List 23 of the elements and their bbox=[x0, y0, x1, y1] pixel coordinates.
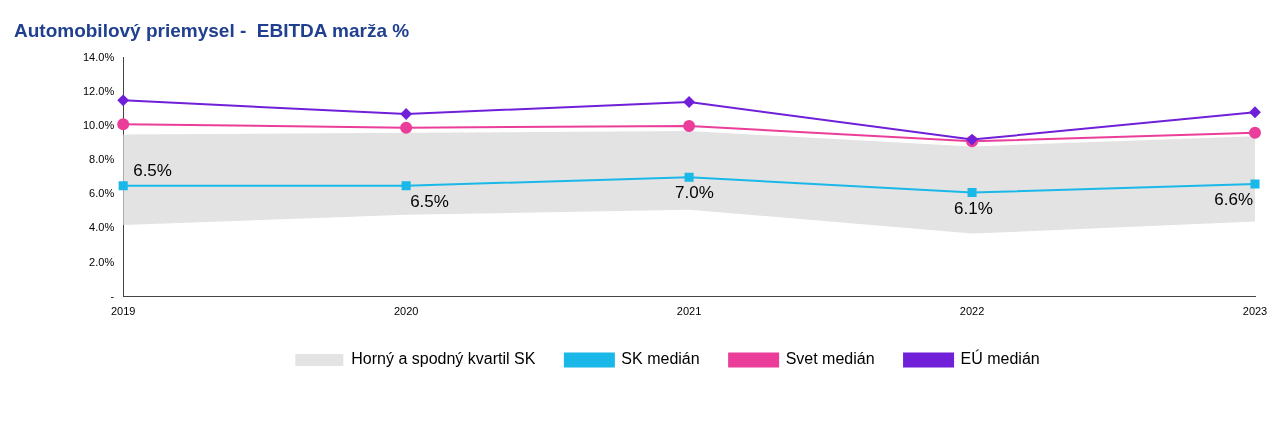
legend-label: EÚ medián bbox=[960, 349, 1040, 368]
chart-title: Automobilový priemysel - EBITDA marža % bbox=[14, 20, 410, 42]
y-tick-label: 10.0% bbox=[82, 118, 115, 131]
y-tick-label: - bbox=[110, 289, 115, 302]
x-tick-label: 2020 bbox=[393, 305, 419, 318]
legend-label: Svet medián bbox=[785, 350, 875, 368]
data-label: 7.0% bbox=[675, 183, 714, 203]
x-tick-label: 2019 bbox=[110, 305, 136, 318]
data-label: 6.5% bbox=[133, 160, 172, 180]
x-tick-label: 2021 bbox=[676, 305, 702, 318]
y-tick-label: 6.0% bbox=[89, 187, 115, 200]
y-tick-label: 2.0% bbox=[89, 255, 115, 268]
y-tick-label: 14.0% bbox=[82, 50, 115, 63]
data-label: 6.5% bbox=[410, 191, 449, 211]
y-tick-label: 12.0% bbox=[82, 84, 115, 97]
y-tick-label: 8.0% bbox=[89, 153, 115, 166]
data-label: 6.6% bbox=[1214, 190, 1253, 210]
x-tick-label: 2023 bbox=[1242, 305, 1268, 318]
y-tick-label: 4.0% bbox=[89, 221, 115, 234]
x-tick-label: 2022 bbox=[959, 305, 985, 318]
legend-label: SK medián bbox=[621, 350, 700, 368]
legend-label: Horný a spodný kvartil SK bbox=[351, 350, 536, 368]
data-label: 6.1% bbox=[954, 198, 993, 218]
